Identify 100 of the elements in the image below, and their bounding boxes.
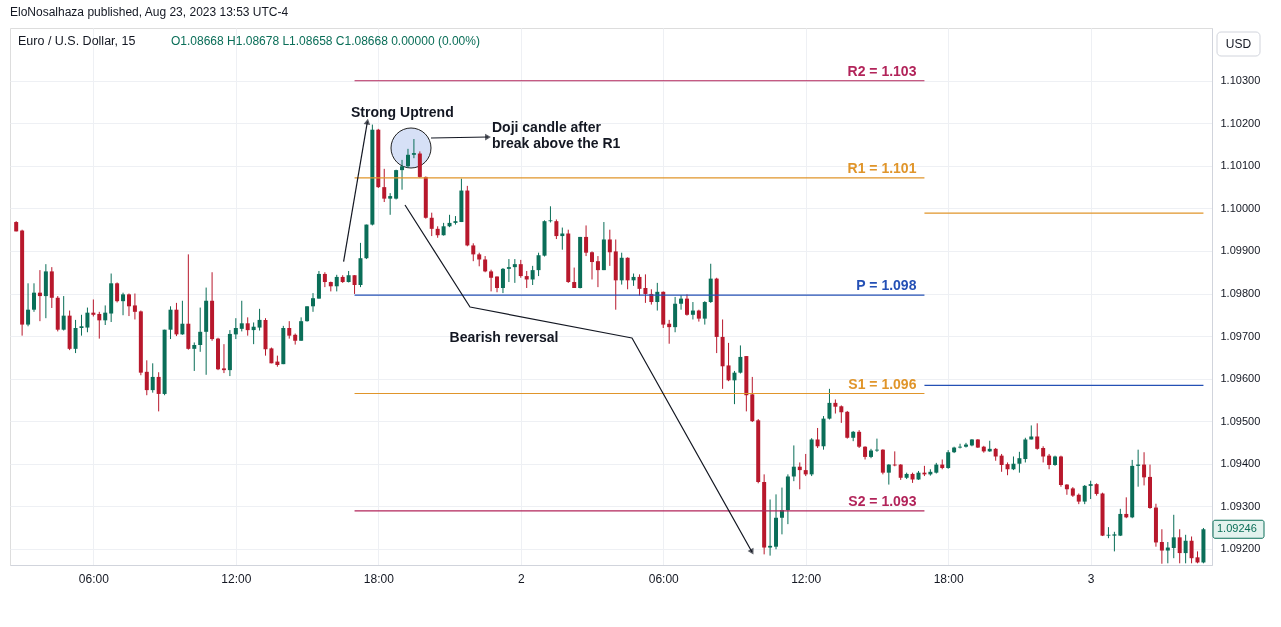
x-tick-label: 06:00	[648, 571, 680, 586]
candlestick	[1023, 437, 1028, 463]
candlestick	[637, 273, 642, 297]
text: USD	[1225, 37, 1252, 51]
candlestick	[192, 341, 197, 372]
candlestick	[768, 498, 773, 557]
candlestick	[500, 267, 505, 294]
candlestick	[690, 301, 695, 320]
candlestick	[144, 359, 149, 396]
candlestick	[97, 311, 102, 340]
candlestick	[548, 205, 553, 223]
candlestick	[506, 258, 511, 283]
x-tick-label: 18:00	[933, 571, 965, 586]
annotation: Strong Uptrend	[351, 103, 454, 120]
text: 1.09246	[1217, 522, 1257, 535]
candlestick	[512, 258, 517, 284]
candlestick	[352, 274, 357, 295]
candlestick	[1183, 534, 1188, 564]
candlestick	[1165, 541, 1170, 564]
x-tick-label: 12:00	[221, 571, 252, 586]
candlestick	[1177, 528, 1182, 564]
candlestick	[1035, 422, 1040, 451]
candlestick	[625, 256, 630, 290]
y-tick-label: 1.09600	[1220, 372, 1261, 385]
candlestick	[115, 281, 120, 303]
series-label: R2 = 1.103	[847, 62, 917, 79]
text: EloNosalhaza published, Aug 23, 2023 13:53 UTC-4	[10, 5, 289, 19]
candlestick	[1082, 484, 1087, 505]
candlestick	[489, 269, 494, 292]
candlestick	[168, 305, 173, 340]
candlestick	[791, 444, 796, 482]
candlestick	[1142, 451, 1147, 486]
y-tick-label: 1.09200	[1220, 542, 1261, 555]
candlestick	[536, 252, 541, 277]
candlestick	[73, 319, 78, 354]
candlestick	[886, 463, 891, 486]
candlestick	[221, 343, 226, 374]
candlestick	[103, 304, 108, 326]
candlestick	[26, 282, 31, 327]
y-tick-label: 1.09400	[1220, 457, 1261, 470]
candlestick	[803, 453, 808, 477]
candlestick	[732, 370, 737, 405]
y-tick-label: 1.10200	[1220, 116, 1261, 129]
text: Euro / U.S. Dollar, 15	[18, 34, 136, 48]
x-tick-label: 06:00	[78, 571, 110, 586]
candlestick	[388, 192, 393, 216]
y-tick-label: 1.09800	[1220, 287, 1261, 300]
series-label: S1 = 1.096	[848, 375, 917, 392]
candlestick	[150, 362, 155, 394]
candlestick	[815, 427, 820, 449]
y-tick-label: 1.09900	[1220, 244, 1261, 257]
candlestick	[1106, 526, 1111, 539]
candlestick	[239, 300, 244, 332]
candlestick	[32, 282, 36, 313]
y-tick-label: 1.09500	[1220, 414, 1261, 427]
candlestick	[405, 148, 410, 169]
x-tick-label: 2	[517, 571, 525, 586]
candlestick	[1171, 514, 1176, 559]
x-tick-label: 12:00	[791, 571, 822, 586]
candlestick	[1112, 531, 1117, 552]
candlestick	[79, 314, 84, 337]
candlestick	[590, 250, 594, 280]
candlestick	[233, 317, 238, 340]
y-tick-label: 1.09700	[1220, 329, 1261, 342]
candlestick	[958, 443, 963, 449]
y-tick-label: 1.10100	[1220, 159, 1261, 172]
candlestick	[643, 273, 648, 304]
candlestick	[619, 252, 624, 286]
candlestick	[311, 292, 315, 313]
candlestick	[1088, 480, 1093, 500]
candlestick	[400, 159, 405, 191]
candlestick	[673, 296, 678, 333]
annotation: Bearish reversal	[449, 329, 559, 345]
candlestick	[572, 267, 577, 289]
candlestick	[726, 342, 731, 382]
candlestick	[684, 293, 689, 317]
candlestick	[411, 138, 416, 159]
x-tick-label: 3	[1087, 571, 1095, 586]
series-label: P = 1.098	[856, 277, 917, 294]
text: O1.08668 H1.08678 L1.08658 C1.08668 0.00000 (0.00%)	[171, 34, 480, 48]
candlestick	[322, 271, 327, 288]
candlestick	[429, 212, 434, 237]
candlestick	[61, 295, 66, 332]
y-tick-label: 1.10300	[1220, 74, 1261, 87]
candlestick	[880, 448, 885, 475]
candlestick	[679, 294, 684, 311]
candlestick	[1118, 508, 1123, 537]
candlestick	[121, 292, 126, 316]
candlestick	[85, 307, 90, 333]
candlestick	[1189, 535, 1194, 564]
candlestick	[738, 344, 743, 375]
candlestick	[708, 263, 713, 304]
candlestick	[257, 308, 262, 332]
candlestick	[554, 218, 559, 240]
candlestick	[946, 449, 951, 470]
candlestick	[827, 388, 832, 420]
candlestick	[1159, 528, 1164, 565]
candlestick	[595, 255, 600, 288]
candlestick	[382, 168, 387, 203]
y-tick-label: 1.10000	[1220, 201, 1261, 214]
